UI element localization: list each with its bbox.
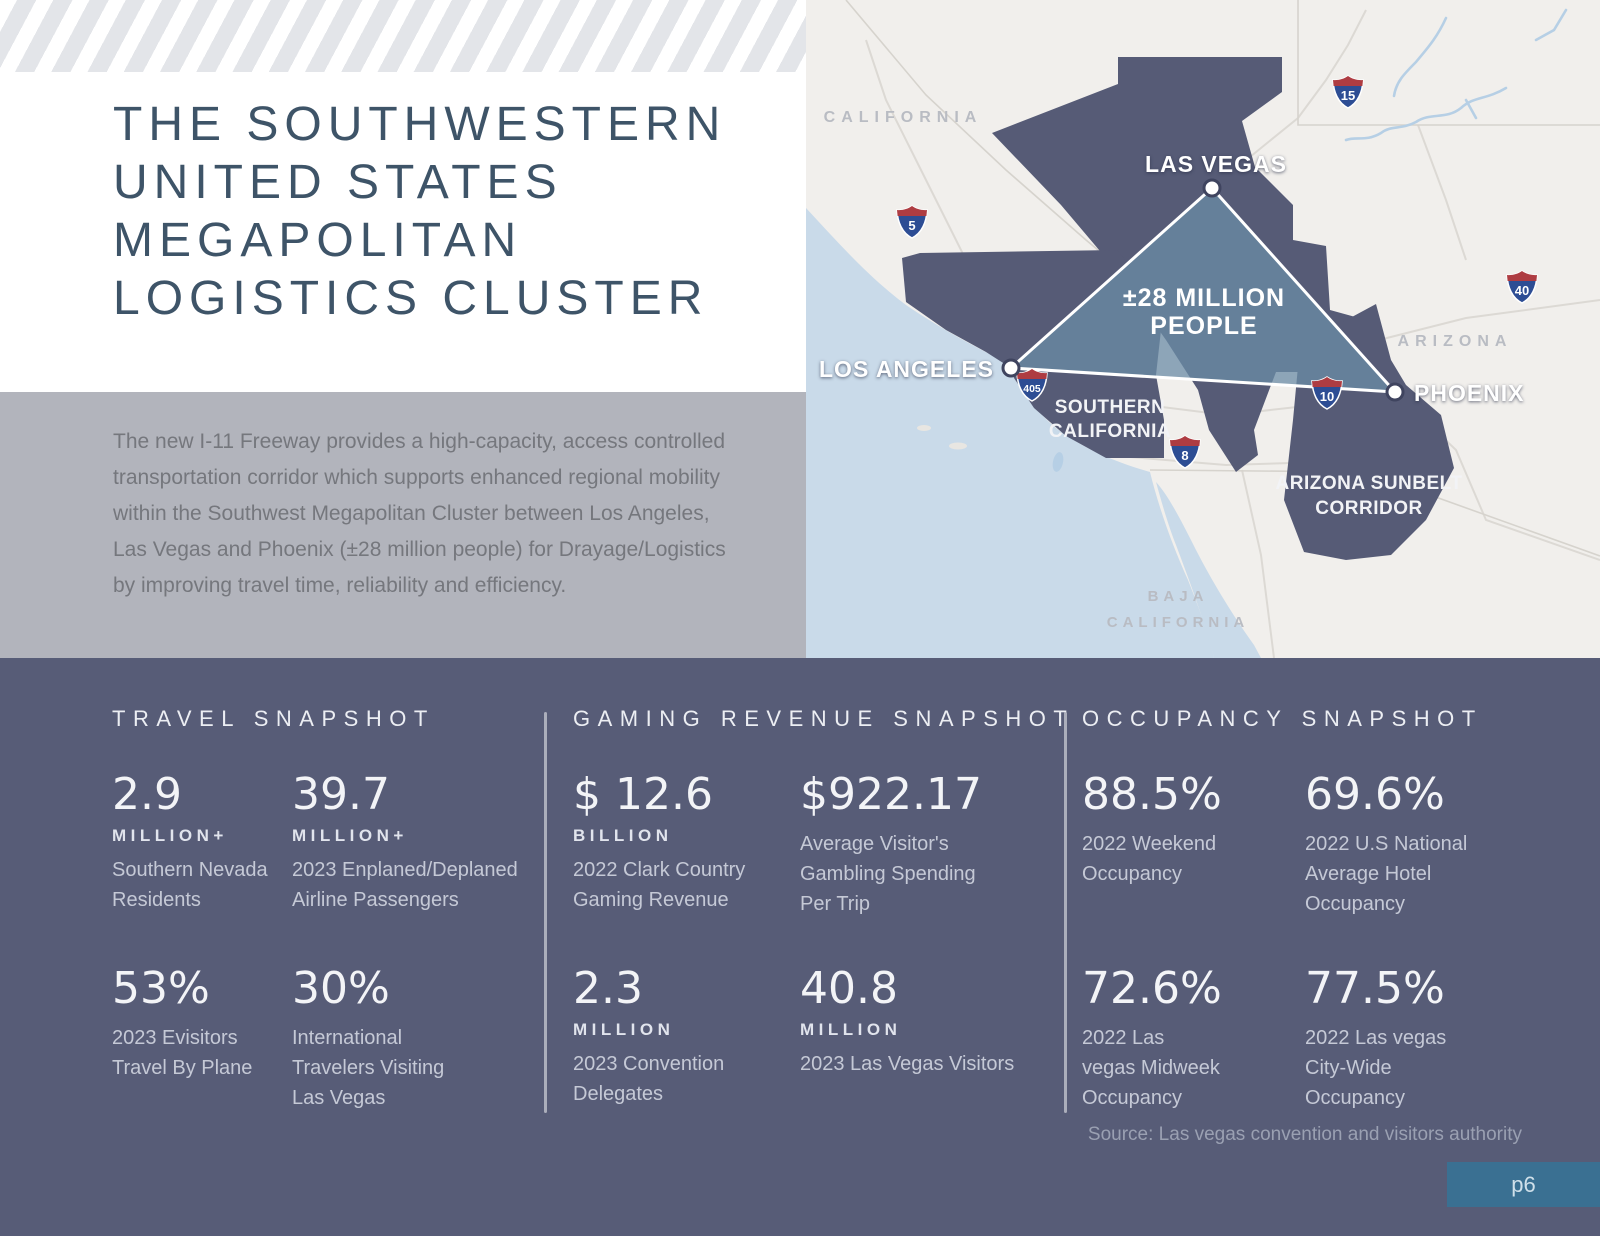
stat-weekend-occupancy: 88.5% 2022 Weekend Occupancy [1082,770,1317,889]
stat-national-hotel-occupancy: 69.6% 2022 U.S National Average Hotel Oc… [1305,770,1540,919]
stat-visitors-by-plane: 53% 2023 Evisitors Travel By Plane [112,964,347,1083]
stat-international-travelers: 30% International Travelers Visiting Las… [292,964,527,1113]
stat-value: 2.3 [573,963,643,1014]
svg-text:15: 15 [1341,88,1355,103]
stat-value: 69.6% [1305,769,1445,820]
page-title: THE SOUTHWESTERN UNITED STATES MEGAPOLIT… [113,98,727,325]
stat-desc: 2022 U.S National Average Hotel Occupanc… [1305,833,1468,915]
salton-sea [1052,452,1064,472]
stat-desc: 2023 Convention Delegates [573,1053,725,1105]
stats-band: TRAVEL SNAPSHOT GAMING REVENUE SNAPSHOT … [0,658,1600,1236]
stat-citywide-occupancy: 77.5% 2022 Las vegas City-Wide Occupancy [1305,964,1540,1113]
stat-desc: 2022 Las vegas Midweek Occupancy [1082,1027,1220,1109]
stat-value: $922.17 [800,769,982,820]
svg-text:405: 405 [1023,383,1041,395]
heading-travel-snapshot: TRAVEL SNAPSHOT [112,706,435,731]
island [917,425,931,431]
svg-text:10: 10 [1320,389,1334,404]
stat-desc: Average Visitor's Gambling Spending Per … [800,833,976,915]
source-note: Source: Las vegas convention and visitor… [1087,1124,1522,1145]
intro-text: The new I-11 Freeway provides a high-cap… [113,430,726,597]
phoenix-marker [1385,382,1405,402]
region-map: CALIFORNIA ARIZONA BAJA CALIFORNIA ±28 M… [806,0,1600,658]
baja-label-line2: CALIFORNIA [1107,614,1250,631]
stat-gaming-revenue: $ 12.6 BILLION 2022 Clark Country Gaming… [573,770,808,915]
los-angeles-label: LOS ANGELES [819,356,994,382]
interstate-405-shield: 405 [1016,368,1048,402]
stat-desc: Southern Nevada Residents [112,859,268,911]
stat-gambling-spending: $922.17 Average Visitor's Gambling Spend… [800,770,1035,919]
svg-text:5: 5 [908,218,915,233]
stat-desc: 2023 Enplaned/Deplaned Airline Passenger… [292,859,518,911]
interstate-8-shield: 8 [1169,435,1201,469]
stat-desc: 2022 Clark Country Gaming Revenue [573,859,746,911]
sunbelt-region-label-line1: ARIZONA SUNBELT [1276,473,1463,494]
interstate-40-shield: 40 [1506,270,1538,304]
stat-unit: MILLION+ [112,826,228,845]
stat-desc: International Travelers Visiting Las Veg… [292,1027,445,1109]
stat-southern-nevada-residents: 2.9 MILLION+ Southern Nevada Residents [112,770,347,915]
stat-value: 39.7 [292,769,390,820]
stat-convention-delegates: 2.3 MILLION 2023 Convention Delegates [573,964,808,1109]
svg-text:40: 40 [1515,283,1529,298]
stat-desc: 2022 Las vegas City-Wide Occupancy [1305,1027,1447,1109]
stat-value: 88.5% [1082,769,1222,820]
stat-las-vegas-visitors: 40.8 MILLION 2023 Las Vegas Visitors [800,964,1035,1079]
heading-gaming-revenue-snapshot: GAMING REVENUE SNAPSHOT [573,706,1075,731]
population-annotation-line2: PEOPLE [1150,312,1257,340]
las-vegas-marker [1202,178,1222,198]
baja-label-line1: BAJA [1148,588,1209,605]
stat-value: 72.6% [1082,963,1222,1014]
stripes-decoration [0,0,806,72]
socal-region-label-line2: CALIFORNIA [1049,421,1171,442]
intro-box: The new I-11 Freeway provides a high-cap… [0,392,806,658]
las-vegas-label: LAS VEGAS [1145,151,1287,177]
stat-unit: BILLION [573,826,673,845]
gulf-of-california [1156,482,1261,658]
stat-desc: 2022 Weekend Occupancy [1082,833,1217,885]
phoenix-label: PHOENIX [1414,380,1525,406]
socal-region-label-line1: SOUTHERN [1055,397,1166,418]
stat-unit: MILLION+ [292,826,408,845]
california-label: CALIFORNIA [824,109,983,126]
column-divider [544,712,547,1113]
stat-airline-passengers: 39.7 MILLION+ 2023 Enplaned/Deplaned Air… [292,770,527,915]
los-angeles-marker [1001,358,1021,378]
interstate-5-shield: 5 [896,205,928,239]
stat-unit: MILLION [573,1020,675,1039]
island [949,442,967,450]
stat-value: 30% [292,963,390,1014]
stat-value: 2.9 [112,769,182,820]
stat-value: 53% [112,963,210,1014]
population-annotation-line1: ±28 MILLION [1123,284,1285,312]
colorado-river [1344,8,1568,142]
page-number: p6 [1511,1171,1536,1197]
pacific-ocean [806,208,1214,658]
stat-desc: 2023 Las Vegas Visitors [800,1053,1015,1075]
svg-text:8: 8 [1181,448,1188,463]
arizona-label: ARIZONA [1398,333,1513,350]
sunbelt-region-label-line2: CORRIDOR [1315,498,1422,519]
stat-midweek-occupancy: 72.6% 2022 Las vegas Midweek Occupancy [1082,964,1317,1113]
heading-occupancy-snapshot: OCCUPANCY SNAPSHOT [1082,706,1483,731]
stat-unit: MILLION [800,1020,902,1039]
stat-value: $ 12.6 [573,769,713,820]
interstate-15-shield: 15 [1332,75,1364,109]
stat-value: 40.8 [800,963,898,1014]
page-number-badge: p6 [1447,1162,1600,1207]
column-divider [1064,712,1067,1113]
interstate-10-shield: 10 [1311,376,1343,410]
population-triangle [1009,186,1397,394]
stat-value: 77.5% [1305,963,1445,1014]
stat-desc: 2023 Evisitors Travel By Plane [112,1027,253,1079]
